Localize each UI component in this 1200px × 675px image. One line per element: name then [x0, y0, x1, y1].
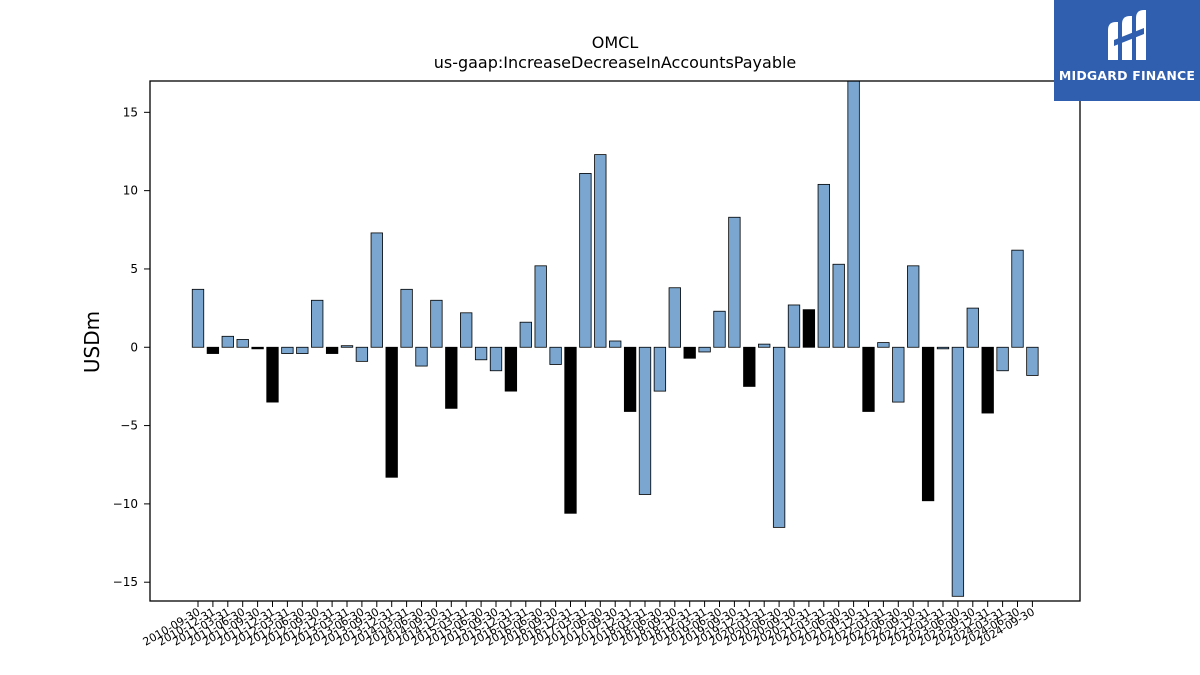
bar-2021-06-30: [832, 263, 845, 348]
y-tick-label: −5: [120, 419, 138, 433]
brand-name: MIDGARD FINANCE: [1058, 68, 1196, 83]
bar-2013-12-31: [385, 346, 398, 478]
bar-2010-09-30: [191, 288, 205, 348]
bar-2017-03-31: [579, 173, 592, 348]
y-tick-label: 15: [123, 105, 138, 119]
chart-title: OMCL: [592, 33, 639, 52]
bar-2015-09-30: [489, 346, 503, 372]
bar-2017-09-30: [609, 340, 622, 348]
plot-frame: [149, 80, 1081, 602]
bar-2012-09-30: [311, 299, 324, 348]
midgard-logo-icon: [1108, 10, 1146, 60]
bar-2018-09-30: [668, 287, 681, 348]
bar-2024-06-30: [1011, 249, 1024, 348]
bar-2015-06-30: [474, 346, 488, 361]
bar-2020-03-31: [758, 343, 771, 348]
y-tick-label: 0: [130, 340, 138, 354]
bar-2016-03-31: [519, 321, 532, 348]
bar-2016-06-30: [534, 265, 547, 348]
bar-2015-03-31: [460, 312, 473, 348]
bar-2019-12-31: [743, 346, 756, 387]
bar-2023-12-31: [981, 346, 994, 414]
y-axis: −15 −10 −5 0 5 10 15: [113, 105, 150, 589]
y-tick-label: 5: [130, 262, 138, 276]
bar-2014-06-30: [415, 346, 428, 367]
bar-2022-12-31: [921, 346, 935, 502]
bar-2021-03-31: [817, 183, 830, 348]
bar-2016-09-30: [549, 346, 562, 365]
bar-2021-12-31: [862, 346, 875, 412]
bar-2022-03-31: [877, 342, 890, 348]
bar-2016-12-31: [564, 346, 577, 514]
bar-2014-03-31: [400, 288, 413, 348]
bar-2021-09-30: [847, 80, 860, 348]
bar-2019-03-31: [698, 346, 711, 353]
bar-2024-09-30: [1026, 346, 1039, 376]
bar-2010-12-31: [206, 346, 220, 354]
bar-2014-12-31: [445, 346, 458, 409]
bar-2013-03-31: [340, 345, 354, 348]
bar-2023-06-30: [951, 346, 965, 597]
bar-2018-03-31: [638, 346, 652, 495]
bar-2019-06-30: [713, 310, 726, 348]
bar-2017-12-31: [623, 346, 637, 412]
bar-2019-09-30: [728, 216, 741, 348]
bar-2022-06-30: [892, 346, 905, 403]
bar-2013-06-30: [355, 346, 369, 362]
bar-2023-09-30: [966, 307, 979, 348]
bar-2017-06-30: [594, 154, 607, 348]
y-tick-label: −10: [113, 497, 138, 511]
bar-2022-09-30: [907, 265, 920, 348]
bar-2024-03-31: [996, 346, 1009, 372]
bar-2014-09-30: [430, 299, 443, 348]
x-axis: 2010-09-302010-12-312011-03-312011-06-30…: [141, 601, 1037, 649]
bar-2020-06-30: [772, 346, 786, 528]
bar-2020-12-31: [802, 309, 816, 348]
bar-2011-03-31: [221, 335, 234, 348]
bar-2012-03-31: [281, 346, 294, 354]
bar-2023-03-31: [936, 346, 950, 350]
y-tick-label: 10: [123, 184, 138, 198]
y-axis-label: USDm: [80, 311, 104, 373]
bar-2013-09-30: [370, 232, 383, 348]
bar-2011-06-30: [236, 339, 249, 348]
brand-logo: MIDGARD FINANCE: [1054, 0, 1200, 101]
bars-group: [191, 80, 1039, 597]
bar-2011-12-31: [266, 346, 279, 403]
bar-2020-09-30: [787, 304, 801, 348]
chart-subtitle: us-gaap:IncreaseDecreaseInAccountsPayabl…: [434, 53, 797, 72]
bar-2011-09-30: [251, 346, 264, 350]
bar-2015-12-31: [504, 346, 518, 392]
bar-2018-06-30: [653, 346, 667, 392]
bar-2012-12-31: [325, 346, 339, 354]
bar-2018-12-31: [683, 346, 696, 359]
bar-2012-06-30: [296, 346, 309, 354]
y-tick-label: −15: [113, 575, 138, 589]
